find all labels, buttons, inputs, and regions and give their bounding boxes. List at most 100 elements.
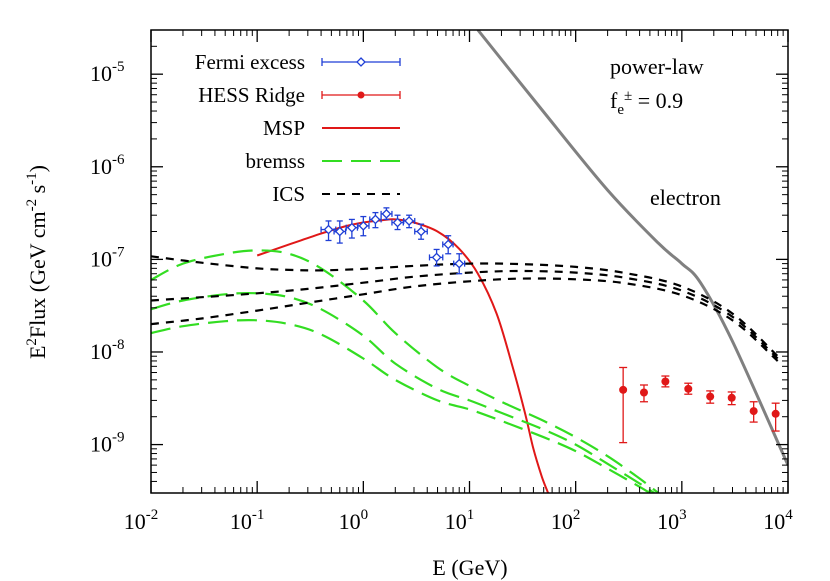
y-tick-exp: -8 — [112, 337, 125, 353]
fermi-point — [403, 214, 416, 229]
legend-swatch-marker — [356, 57, 366, 67]
y-label-part-4: ) — [25, 165, 50, 172]
fermi-marker — [334, 226, 345, 237]
fermi-point — [442, 235, 454, 255]
y-label-part-3: s — [25, 185, 50, 199]
x-tick-base: 10 — [230, 509, 252, 534]
fraction-value: = 0.9 — [632, 88, 683, 113]
x-tick-exp: -1 — [252, 507, 265, 523]
hess-marker — [619, 385, 628, 394]
fermi-marker — [431, 252, 442, 263]
fraction-label: fe± = 0.9 — [610, 88, 683, 118]
series-ics-3 — [151, 277, 779, 362]
legend-item: bremss — [246, 149, 400, 173]
fermi-marker — [358, 220, 369, 231]
fermi-marker — [370, 214, 381, 225]
fermi-marker — [404, 216, 415, 226]
x-axis-label: E (GeV) — [432, 555, 507, 580]
hess-point — [619, 366, 628, 444]
legend-item: HESS Ridge — [198, 83, 401, 107]
fermi-point — [391, 214, 404, 231]
fermi-point — [357, 215, 370, 237]
y-tick-label: 10-7 — [90, 244, 125, 271]
legend-label: MSP — [263, 116, 305, 140]
hess-marker — [749, 407, 758, 416]
fermi-point — [369, 211, 382, 229]
hess-point — [684, 382, 693, 395]
fermi-marker — [416, 226, 427, 237]
hess-marker — [771, 409, 780, 418]
hess-point — [771, 402, 780, 432]
series-bremss-2 — [151, 291, 655, 493]
hess-marker — [661, 377, 670, 386]
y-tick-exp: -5 — [112, 59, 125, 75]
y-tick-exp: -9 — [112, 430, 125, 446]
y-tick-label: 10-9 — [90, 430, 125, 457]
hess-point — [639, 384, 648, 403]
x-tick-label: 102 — [551, 507, 581, 534]
x-tick-exp: 3 — [679, 507, 687, 523]
x-tick-exp: 4 — [785, 507, 793, 523]
series-ics-1 — [151, 255, 779, 357]
fermi-point — [333, 220, 347, 244]
x-tick-base: 10 — [445, 509, 467, 534]
electron-label: electron — [650, 185, 721, 210]
fermi-point — [414, 223, 428, 240]
hess-marker — [727, 393, 736, 402]
y-label-sup-2: -2 — [24, 199, 40, 212]
fermi-marker — [381, 208, 392, 219]
fermi-marker — [454, 258, 465, 269]
x-tick-label: 103 — [657, 507, 687, 534]
annotation-fraction: fe± = 0.9 — [610, 88, 683, 118]
fermi-point — [320, 220, 337, 242]
y-tick-base: 10 — [90, 154, 112, 179]
x-tick-exp: 1 — [467, 507, 475, 523]
legend-label: Fermi excess — [195, 50, 305, 74]
fermi-point — [428, 248, 444, 267]
x-tick-base: 10 — [657, 509, 679, 534]
legend-label: HESS Ridge — [198, 83, 305, 107]
y-tick-label: 10-6 — [90, 152, 125, 179]
legend-swatch-marker — [357, 91, 365, 99]
x-tick-exp: 0 — [361, 507, 369, 523]
y-tick-exp: -6 — [112, 152, 125, 168]
fermi-marker — [346, 222, 357, 233]
fermi-point — [453, 253, 466, 275]
y-tick-exp: -7 — [112, 244, 125, 260]
series-bremss-3 — [151, 318, 651, 493]
y-label-part-1: E — [25, 346, 50, 359]
x-tick-base: 10 — [551, 509, 573, 534]
points-layer — [320, 207, 780, 444]
legend-label: ICS — [272, 182, 305, 206]
hess-marker — [639, 388, 648, 397]
fraction-sub: e — [617, 102, 624, 118]
fraction-base: f — [610, 88, 618, 113]
y-label-sup-3: -1 — [24, 172, 40, 185]
legend-item: MSP — [263, 116, 400, 140]
x-tick-label: 10-2 — [124, 507, 159, 534]
fermi-marker — [392, 217, 403, 228]
fermi-point — [345, 218, 359, 239]
x-tick-exp: -2 — [146, 507, 159, 523]
x-tick-label: 101 — [445, 507, 475, 534]
x-tick-base: 10 — [124, 509, 146, 534]
hess-marker — [684, 384, 693, 393]
annotation-model: power-law — [610, 54, 704, 79]
y-tick-base: 10 — [90, 61, 112, 86]
fermi-marker — [443, 239, 454, 250]
hess-marker — [706, 392, 715, 401]
x-tick-exp: 2 — [573, 507, 581, 523]
hess-point — [661, 375, 670, 388]
y-tick-label: 10-5 — [90, 59, 125, 86]
legend-item: ICS — [272, 182, 400, 206]
x-tick-label: 100 — [339, 507, 369, 534]
annotation-model-text: power-law — [610, 54, 704, 79]
series-electron — [476, 30, 788, 466]
series-ics-2 — [151, 269, 779, 360]
hess-point — [706, 390, 715, 404]
hess-point — [727, 391, 736, 406]
legend: Fermi excess HESS Ridge MSP bremss ICS — [195, 50, 401, 206]
fraction-sup: ± — [624, 88, 632, 104]
y-label-part-2: Flux (GeV cm — [25, 211, 50, 338]
